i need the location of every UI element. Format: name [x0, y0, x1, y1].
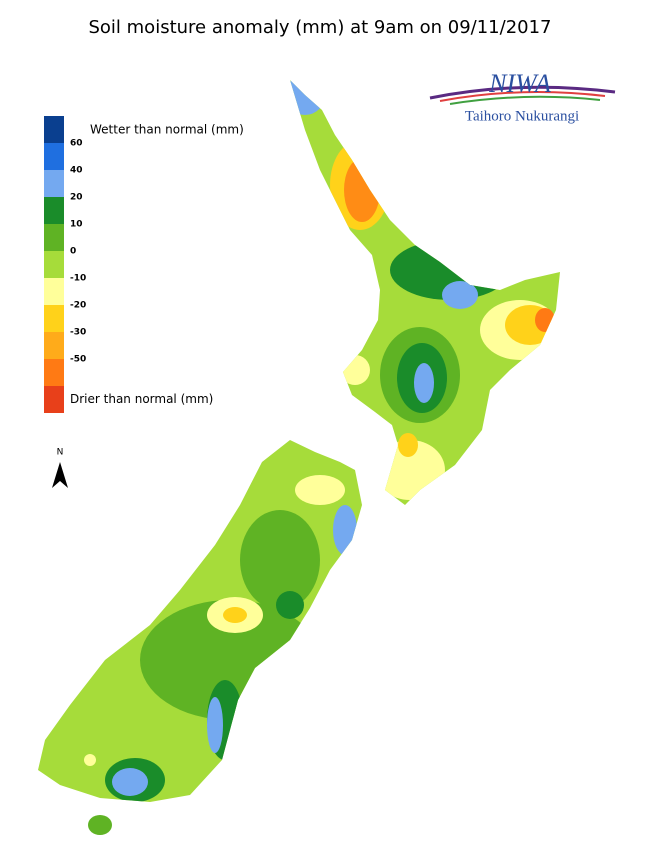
legend-bottom-label: Drier than normal (mm) — [70, 392, 213, 406]
legend-label: 0 — [70, 247, 76, 257]
legend-swatch — [44, 197, 64, 224]
legend-swatch — [44, 116, 64, 143]
legend-swatch — [44, 224, 64, 251]
legend-swatch — [44, 143, 64, 170]
legend-swatch — [44, 359, 64, 386]
legend-swatch — [44, 332, 64, 359]
legend-swatch — [44, 386, 64, 413]
logo-name: NIWA — [488, 69, 551, 98]
logo: NIWA Taihoro Nukurangi — [429, 69, 616, 124]
south-island — [38, 440, 362, 802]
legend-top-label: Wetter than normal (mm) — [90, 123, 244, 137]
legend-swatch — [44, 278, 64, 305]
legend-label: 40 — [70, 166, 83, 176]
legend-swatch — [44, 305, 64, 332]
map-title: Soil moisture anomaly (mm) at 9am on 09/… — [88, 17, 551, 38]
legend-label: 60 — [70, 139, 83, 149]
legend-label: -20 — [70, 301, 86, 311]
legend-label: 20 — [70, 193, 83, 203]
legend: 60 40 20 10 0 -10 -20 -30 -50 Wetter than normal … — [44, 116, 244, 413]
legend-swatch — [44, 170, 64, 197]
legend-label: 10 — [70, 220, 83, 230]
north-island — [290, 80, 560, 505]
legend-label: -30 — [70, 328, 86, 338]
legend-swatch — [44, 251, 64, 278]
legend-label: -50 — [70, 355, 86, 365]
legend-label: -10 — [70, 274, 86, 284]
north-arrow: N — [52, 448, 68, 488]
stewart-island — [88, 815, 112, 835]
north-label: N — [57, 448, 64, 458]
logo-subtitle: Taihoro Nukurangi — [465, 108, 579, 124]
